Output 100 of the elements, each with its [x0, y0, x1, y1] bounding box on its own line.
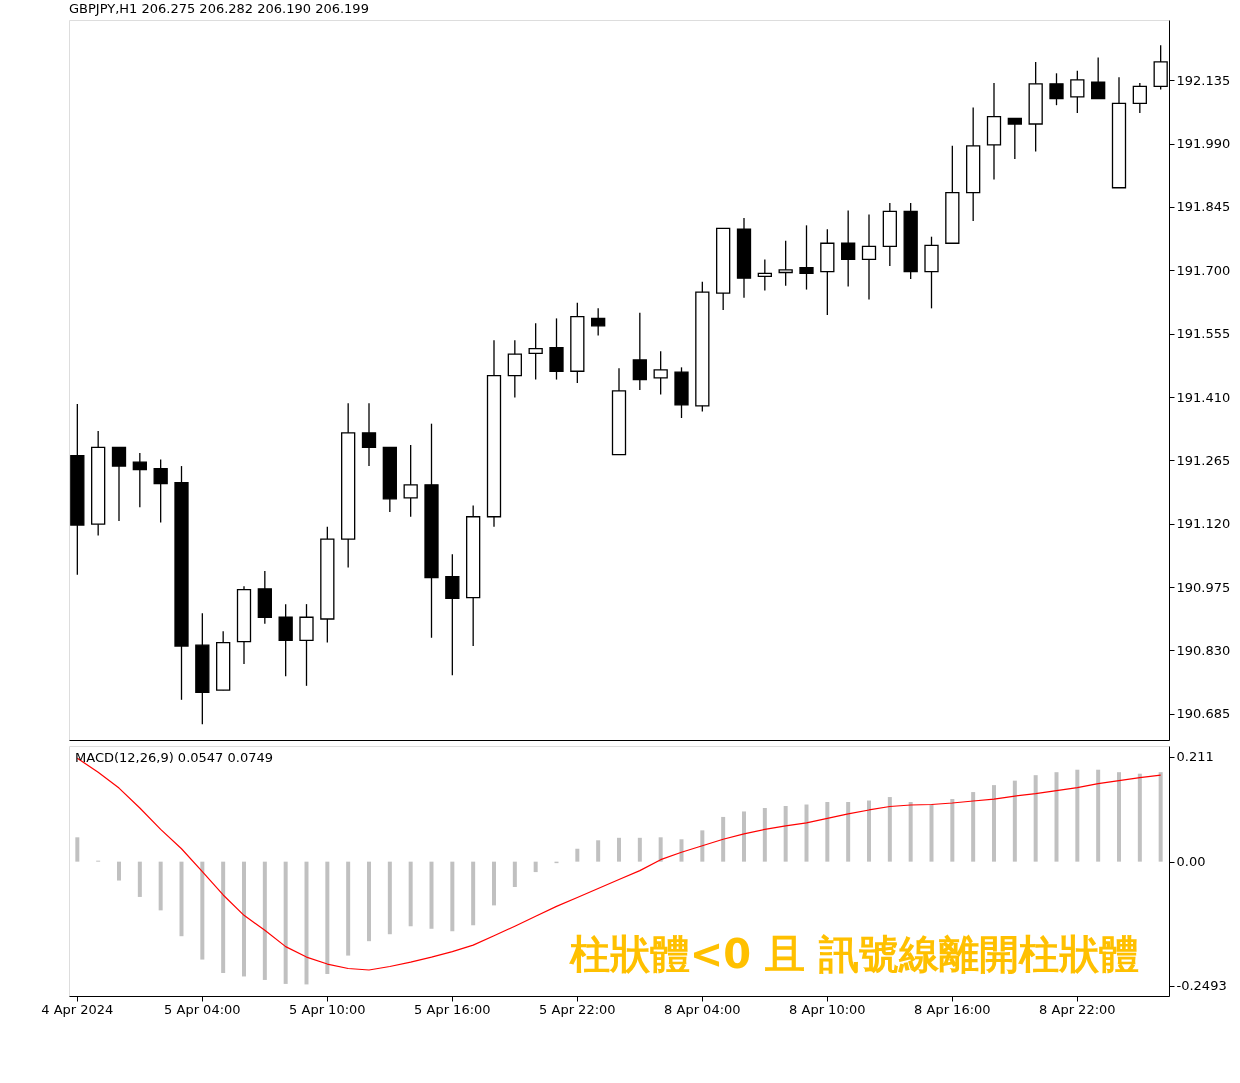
bar	[117, 861, 121, 881]
bar	[1117, 772, 1121, 862]
bar	[179, 861, 184, 937]
candlestick	[799, 224, 814, 291]
x-tick-label: 8 Apr 22:00	[1039, 1001, 1116, 1017]
bar	[221, 861, 226, 973]
x-tick-label: 8 Apr 10:00	[789, 1001, 866, 1017]
candlestick	[528, 322, 543, 381]
y-tick-label: 191.120	[1176, 516, 1231, 532]
x-tick-label: 5 Apr 04:00	[164, 1001, 241, 1017]
bar	[1012, 780, 1017, 862]
y-tick-label: 0.211	[1176, 749, 1214, 765]
bar	[1137, 773, 1142, 862]
bar	[262, 861, 267, 980]
bar	[1158, 772, 1163, 862]
bar	[867, 800, 871, 862]
bar	[1033, 775, 1038, 862]
y-tick-label: 192.135	[1176, 72, 1231, 88]
candlestick	[778, 239, 793, 287]
x-tick-label: 8 Apr 16:00	[914, 1001, 991, 1017]
y-tick-label: 191.555	[1176, 326, 1231, 342]
annotation: MACD(12,26,9) 0.0547 0.0749	[75, 750, 273, 765]
bar	[450, 861, 455, 932]
candlestick	[632, 312, 647, 391]
x-tick-label: 5 Apr 22:00	[539, 1001, 616, 1017]
bar	[721, 816, 726, 862]
candlestick	[299, 603, 314, 687]
candlestick	[549, 317, 564, 381]
candlestick	[153, 458, 168, 524]
candlestick	[1091, 56, 1106, 100]
candlestick	[861, 213, 877, 301]
bar	[304, 861, 309, 985]
candlestick	[841, 209, 856, 288]
bar	[1054, 772, 1059, 862]
bar	[367, 861, 371, 942]
y-tick-label: 190.830	[1176, 642, 1231, 658]
bar	[700, 830, 705, 862]
candlestick	[361, 402, 377, 467]
bar	[533, 861, 538, 873]
candlestick	[1049, 72, 1064, 106]
y-tick-label: 0.00	[1176, 854, 1206, 870]
candlestick	[132, 452, 147, 508]
y-tick-label: -0.2493	[1176, 978, 1227, 994]
bar	[387, 861, 392, 935]
candlestick	[445, 553, 460, 676]
bar	[158, 861, 163, 911]
bar	[346, 861, 351, 956]
bar	[950, 799, 955, 862]
bar	[596, 840, 601, 862]
y-tick-label: 191.265	[1176, 452, 1231, 468]
y-tick-label: 191.410	[1176, 389, 1231, 405]
bar	[783, 805, 788, 862]
bar	[200, 861, 205, 960]
candlestick	[507, 339, 522, 399]
candlestick	[653, 350, 668, 396]
bar	[617, 837, 621, 862]
bar	[492, 861, 496, 906]
bar	[512, 861, 517, 887]
x-tick-label: 4 Apr 2024	[41, 1001, 114, 1017]
bar	[679, 839, 684, 862]
bar	[887, 797, 892, 862]
x-tick-label: 8 Apr 04:00	[664, 1001, 741, 1017]
bar	[846, 802, 851, 862]
y-tick-label: 190.685	[1176, 706, 1231, 722]
bar	[408, 861, 413, 927]
bar	[283, 861, 288, 984]
y-tick-label: 190.975	[1176, 579, 1231, 595]
bar	[804, 804, 809, 862]
candlestick	[1132, 82, 1147, 114]
candlestick	[403, 444, 418, 518]
bar	[742, 811, 746, 862]
annotation: 柱狀體<0 且 訊號線離開柱狀體	[568, 931, 1139, 977]
x-tick-label: 5 Apr 16:00	[414, 1001, 491, 1017]
y-tick-label: 191.990	[1176, 136, 1231, 152]
candlestick	[591, 307, 606, 337]
bar	[929, 804, 934, 862]
bar	[575, 848, 580, 862]
bar	[429, 861, 434, 929]
x-tick-label: 5 Apr 10:00	[289, 1001, 366, 1017]
bar	[762, 807, 767, 862]
bar	[471, 861, 476, 926]
candlestick	[1007, 117, 1022, 160]
bar	[325, 861, 330, 974]
chart-title: GBPJPY,H1 206.275 206.282 206.190 206.199	[69, 1, 369, 16]
bar	[658, 837, 663, 862]
candlestick	[757, 258, 772, 292]
bar	[908, 802, 913, 862]
bar	[992, 785, 996, 862]
candlestick	[111, 446, 127, 522]
bar	[1075, 769, 1080, 862]
bar	[971, 792, 976, 862]
bar	[242, 861, 246, 977]
candlestick	[1070, 70, 1085, 114]
bar	[637, 837, 642, 862]
bar	[75, 837, 80, 862]
y-tick-label: 191.700	[1176, 262, 1231, 278]
candlestick	[278, 603, 293, 677]
bar	[137, 861, 142, 897]
bar	[1096, 769, 1101, 862]
y-tick-label: 191.845	[1176, 199, 1231, 215]
